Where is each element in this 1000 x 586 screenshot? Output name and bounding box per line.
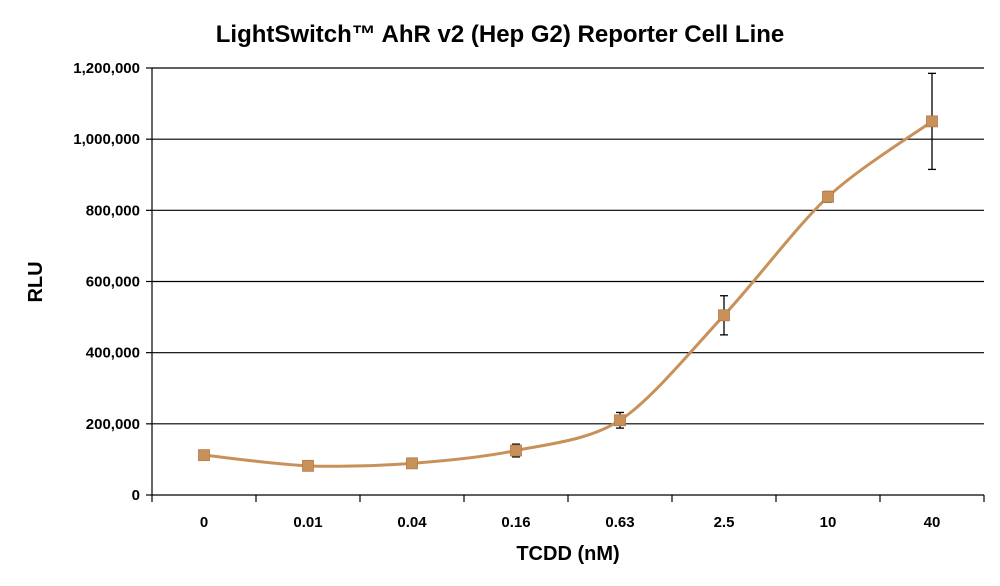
- error-bars: [200, 72, 936, 469]
- x-tick-labels: 0 0.01 0.04 0.16 0.63 2.5 10 40: [200, 514, 941, 531]
- axes: [146, 67, 985, 502]
- data-point: [302, 459, 314, 472]
- gridlines: [152, 67, 984, 425]
- data-point: [718, 309, 730, 322]
- y-tick-label: 0: [132, 487, 140, 504]
- chart-title: LightSwitch™ AhR v2 (Hep G2) Reporter Ce…: [216, 21, 785, 48]
- series-line-path: [203, 120, 933, 468]
- x-tick-label: 0.16: [501, 514, 530, 531]
- data-point: [614, 414, 626, 427]
- x-tick-label: 0.01: [293, 514, 322, 531]
- y-tick-label: 800,000: [86, 202, 140, 219]
- y-tick-labels: 0 200,000 400,000 600,000 800,000 1,000,000 1,…: [73, 60, 140, 504]
- y-axis-label: RLU: [25, 261, 47, 302]
- data-point: [406, 457, 418, 470]
- x-tick-label: 2.5: [714, 514, 735, 531]
- y-tick-label: 1,000,000: [73, 131, 140, 148]
- y-tick-label: 400,000: [86, 345, 140, 362]
- data-point: [510, 444, 522, 457]
- data-point: [198, 449, 210, 462]
- x-tick-label: 0.04: [397, 514, 427, 531]
- y-tick-label: 200,000: [86, 416, 140, 433]
- x-axis-label: TCDD (nM): [516, 543, 619, 565]
- data-markers: [198, 115, 938, 472]
- data-point: [926, 115, 938, 128]
- y-tick-label: 1,200,000: [73, 60, 140, 77]
- x-tick-label: 10: [820, 514, 837, 531]
- series-line: [203, 120, 933, 468]
- x-tick-label: 40: [924, 514, 941, 531]
- data-point: [822, 190, 834, 203]
- x-tick-label: 0.63: [605, 514, 634, 531]
- x-tick-label: 0: [200, 514, 208, 531]
- y-tick-label: 600,000: [86, 274, 140, 291]
